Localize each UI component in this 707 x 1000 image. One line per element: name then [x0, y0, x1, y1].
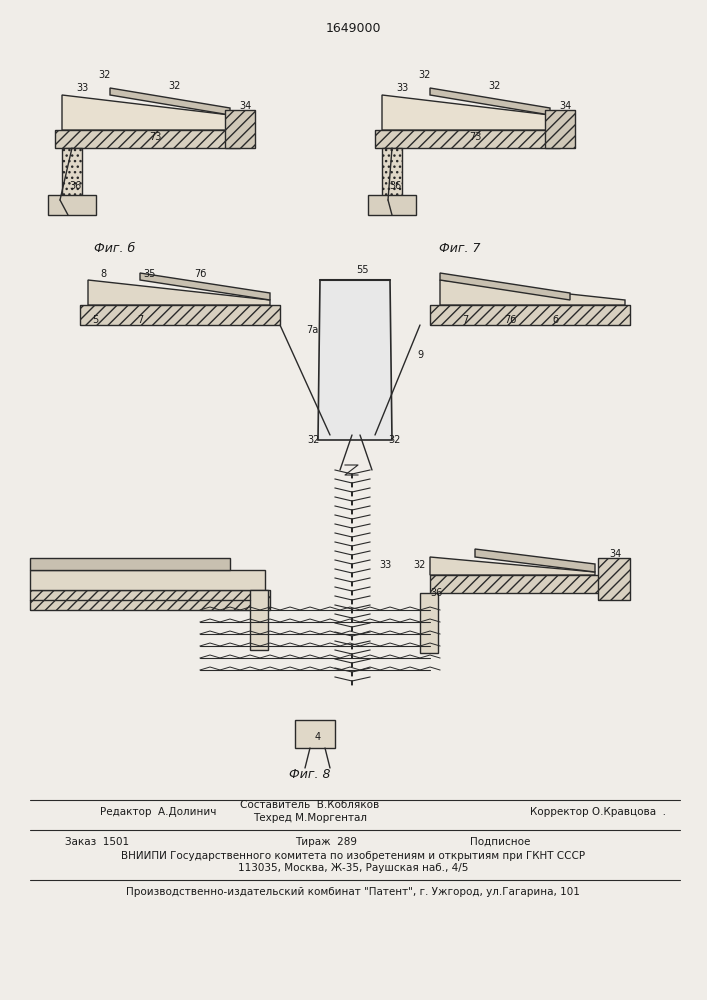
Bar — [430, 305, 630, 325]
Polygon shape — [440, 280, 625, 305]
Bar — [55, 130, 240, 148]
Text: б: б — [552, 315, 558, 325]
Text: 4: 4 — [315, 732, 321, 742]
Text: 73: 73 — [148, 132, 161, 142]
Text: Редактор  А.Долинич: Редактор А.Долинич — [100, 807, 216, 817]
Text: 5: 5 — [92, 315, 98, 325]
Polygon shape — [30, 570, 265, 590]
Bar — [55, 130, 240, 148]
Text: 34: 34 — [609, 549, 621, 559]
Polygon shape — [318, 280, 392, 440]
Text: 32: 32 — [489, 81, 501, 91]
Text: Заказ  1501: Заказ 1501 — [65, 837, 129, 847]
Bar — [295, 720, 335, 748]
Text: 36: 36 — [430, 588, 442, 598]
Bar — [30, 590, 270, 610]
Bar — [48, 195, 96, 215]
Bar — [430, 575, 610, 593]
Text: 34: 34 — [559, 101, 571, 111]
Bar — [250, 590, 268, 650]
Bar — [430, 575, 610, 593]
Bar — [225, 110, 255, 148]
Text: 33: 33 — [76, 83, 88, 93]
Text: 33: 33 — [396, 83, 408, 93]
Bar — [420, 593, 438, 653]
Text: 55: 55 — [356, 265, 368, 275]
Text: 1649000: 1649000 — [325, 21, 381, 34]
Text: 36: 36 — [389, 181, 401, 191]
Polygon shape — [430, 557, 595, 575]
Text: 7б: 7б — [504, 315, 516, 325]
Text: Техред М.Моргентал: Техред М.Моргентал — [253, 813, 367, 823]
Polygon shape — [88, 280, 270, 305]
Text: 7а: 7а — [305, 325, 318, 335]
Polygon shape — [140, 273, 270, 300]
Text: 8: 8 — [100, 269, 106, 279]
Text: Составитель  В.Кобляков: Составитель В.Кобляков — [240, 800, 380, 810]
Bar — [375, 130, 560, 148]
Bar — [62, 148, 82, 203]
Text: 34: 34 — [239, 101, 251, 111]
Text: 32: 32 — [99, 70, 111, 80]
Text: Фиг. 8: Фиг. 8 — [289, 768, 331, 782]
Text: 32: 32 — [419, 70, 431, 80]
Bar — [62, 148, 82, 203]
Bar — [598, 558, 630, 600]
Bar — [375, 130, 560, 148]
Text: 32: 32 — [389, 435, 401, 445]
Text: Подписное: Подписное — [470, 837, 530, 847]
Bar — [430, 305, 630, 325]
Text: 73: 73 — [469, 132, 481, 142]
Bar — [225, 110, 255, 148]
Bar — [545, 110, 575, 148]
Text: 7: 7 — [137, 315, 143, 325]
Text: 9: 9 — [417, 350, 423, 360]
Polygon shape — [440, 273, 570, 300]
Text: 113035, Москва, Ж-35, Раушская наб., 4/5: 113035, Москва, Ж-35, Раушская наб., 4/5 — [238, 863, 468, 873]
Polygon shape — [110, 88, 230, 115]
Text: 36: 36 — [69, 181, 81, 191]
Text: ВНИИПИ Государственного комитета по изобретениям и открытиям при ГКНТ СССР: ВНИИПИ Государственного комитета по изоб… — [121, 851, 585, 861]
Polygon shape — [62, 95, 230, 130]
Text: Фиг. 7: Фиг. 7 — [439, 241, 481, 254]
Text: Тираж  289: Тираж 289 — [295, 837, 357, 847]
Text: Производственно-издательский комбинат "Патент", г. Ужгород, ул.Гагарина, 101: Производственно-издательский комбинат "П… — [126, 887, 580, 897]
Polygon shape — [475, 549, 595, 572]
Bar — [382, 148, 402, 203]
Bar — [368, 195, 416, 215]
Text: 32: 32 — [169, 81, 181, 91]
Text: Корректор О.Кравцова  .: Корректор О.Кравцова . — [530, 807, 666, 817]
Bar — [80, 305, 280, 325]
Bar — [545, 110, 575, 148]
Text: 7: 7 — [462, 315, 468, 325]
Text: 7б: 7б — [194, 269, 206, 279]
Bar — [80, 305, 280, 325]
Polygon shape — [30, 558, 230, 570]
Text: 32: 32 — [308, 435, 320, 445]
Bar — [382, 148, 402, 203]
Polygon shape — [430, 88, 550, 115]
Text: Фиг. б: Фиг. б — [94, 241, 136, 254]
Text: 33: 33 — [379, 560, 391, 570]
Text: 32: 32 — [414, 560, 426, 570]
Bar — [598, 558, 630, 600]
Polygon shape — [382, 95, 550, 130]
Bar — [30, 590, 270, 610]
Text: 35: 35 — [144, 269, 156, 279]
